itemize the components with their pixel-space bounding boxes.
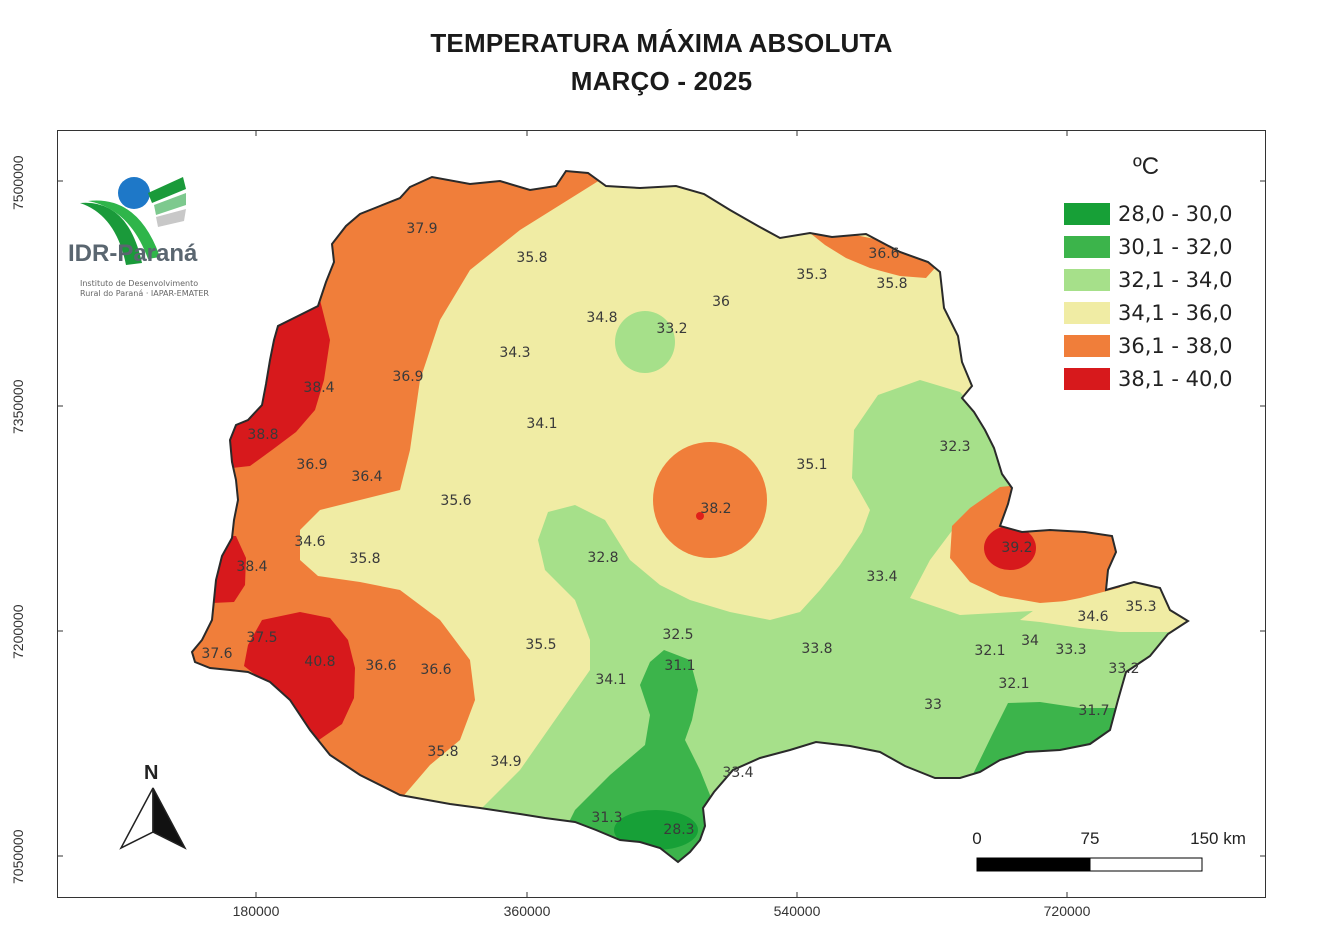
y-tick-7200000: 7200000 [10, 604, 26, 659]
station-value: 36.6 [365, 658, 397, 674]
station-value: 32.1 [974, 643, 1006, 659]
station-value: 33.8 [801, 641, 833, 657]
logo-name: IDR-Paraná [68, 240, 198, 267]
station-value: 35.1 [796, 457, 828, 473]
station-value: 28.3 [663, 822, 695, 838]
station-value: 33.2 [656, 321, 688, 337]
legend-item: 30,1 - 32,0 [1064, 234, 1232, 260]
map-title-line1: TEMPERATURA MÁXIMA ABSOLUTA [430, 28, 893, 58]
y-tick-7050000: 7050000 [10, 829, 26, 884]
legend-label: 36,1 - 38,0 [1118, 334, 1233, 358]
station-value: 36 [712, 294, 730, 310]
legend-item: 32,1 - 34,0 [1064, 267, 1232, 293]
station-value: 33.3 [1055, 642, 1087, 658]
legend-swatch [1064, 269, 1110, 291]
station-value: 33.4 [722, 765, 754, 781]
legend-item: 36,1 - 38,0 [1064, 333, 1232, 359]
station-value: 34.6 [1077, 609, 1109, 625]
station-value: 36.6 [420, 662, 452, 678]
x-tick-360000: 360000 [503, 903, 551, 919]
station-value: 34 [1021, 633, 1039, 649]
north-arrow-icon [119, 787, 187, 850]
x-tick-180000: 180000 [232, 903, 280, 919]
legend-label: 38,1 - 40,0 [1118, 367, 1233, 391]
legend-label: 30,1 - 32,0 [1118, 235, 1233, 259]
legend-item: 34,1 - 36,0 [1064, 300, 1232, 326]
legend-swatch [1064, 236, 1110, 258]
station-value: 39.2 [1001, 540, 1033, 556]
legend-label: 34,1 - 36,0 [1118, 301, 1233, 325]
logo-subtitle-line2: Rural do Paraná · IAPAR-EMATER [80, 289, 209, 298]
legend-swatch [1064, 335, 1110, 357]
x-tick-720000: 720000 [1043, 903, 1091, 919]
station-value: 38.4 [303, 380, 335, 396]
station-value: 33.2 [1108, 661, 1140, 677]
station-value: 32.8 [587, 550, 619, 566]
station-value: 32.3 [939, 439, 971, 455]
legend-swatch [1064, 203, 1110, 225]
legend-item: 38,1 - 40,0 [1064, 366, 1232, 392]
station-value: 36.9 [296, 457, 328, 473]
legend-swatch [1064, 368, 1110, 390]
station-value: 32.5 [662, 627, 694, 643]
scale-label-150: 150 km [1190, 829, 1246, 848]
station-value: 36.6 [868, 246, 900, 262]
station-value: 35.8 [427, 744, 459, 760]
legend-label: 28,0 - 30,0 [1118, 202, 1233, 226]
station-value: 38.2 [700, 501, 732, 517]
station-value: 34.1 [595, 672, 627, 688]
station-value: 36.4 [351, 469, 383, 485]
station-value: 40.8 [304, 654, 336, 670]
station-value: 34.6 [294, 534, 326, 550]
station-value: 31.1 [664, 658, 696, 674]
station-value: 38.8 [247, 427, 279, 443]
scale-label-75: 75 [1080, 829, 1100, 848]
legend-swatch [1064, 302, 1110, 324]
station-value: 31.7 [1078, 703, 1110, 719]
station-value: 34.8 [586, 310, 618, 326]
station-value: 33 [924, 697, 942, 713]
station-value: 31.3 [591, 810, 623, 826]
map-title-line2: MARÇO - 2025 [570, 66, 753, 96]
scale-bar [976, 857, 1203, 872]
logo-subtitle-line1: Instituto de Desenvolvimento [80, 279, 199, 288]
station-value: 35.5 [525, 637, 557, 653]
station-value: 34.3 [499, 345, 531, 361]
x-tick-540000: 540000 [773, 903, 821, 919]
y-tick-7350000: 7350000 [10, 379, 26, 434]
station-value: 32.1 [998, 676, 1030, 692]
station-value: 37.5 [246, 630, 278, 646]
legend-label: 32,1 - 34,0 [1118, 268, 1233, 292]
scale-label-0: 0 [972, 829, 982, 848]
legend-item: 28,0 - 30,0 [1064, 201, 1232, 227]
station-value: 34.9 [490, 754, 522, 770]
station-value: 35.6 [440, 493, 472, 509]
station-value: 33.4 [866, 569, 898, 585]
station-value: 35.3 [796, 267, 828, 283]
station-value: 38.4 [236, 559, 268, 575]
station-value: 37.6 [201, 646, 233, 662]
capital-marker [696, 512, 704, 520]
station-value: 35.8 [516, 250, 548, 266]
station-value: 37.9 [406, 221, 438, 237]
legend-unit: ºC [1133, 153, 1160, 180]
station-value: 34.1 [526, 416, 558, 432]
station-value: 35.8 [876, 276, 908, 292]
station-value: 36.9 [392, 369, 424, 385]
idr-parana-logo [80, 177, 186, 265]
y-tick-7500000: 7500000 [10, 155, 26, 210]
station-value: 35.8 [349, 551, 381, 567]
north-arrow-letter: N [144, 762, 159, 784]
station-value: 35.3 [1125, 599, 1157, 615]
